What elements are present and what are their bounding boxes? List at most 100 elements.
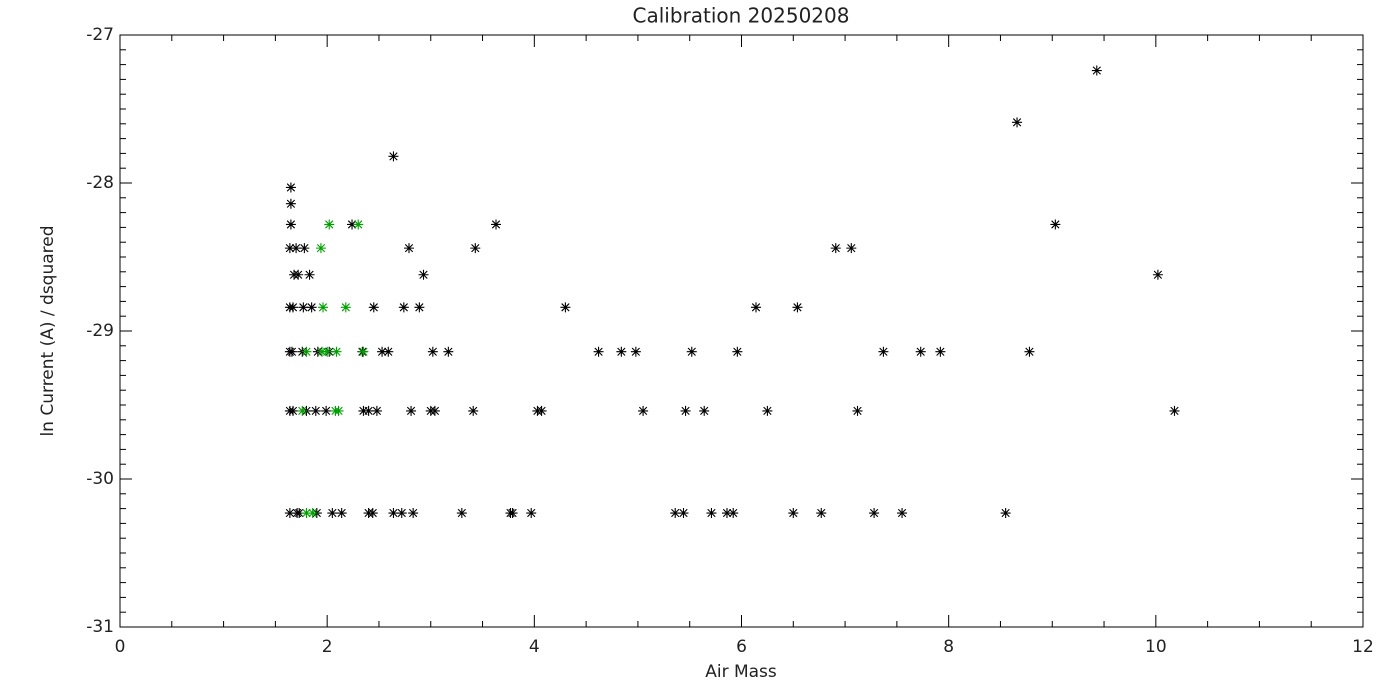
point <box>638 405 649 416</box>
point <box>298 302 309 313</box>
point <box>830 243 841 254</box>
y-tick-label: -29 <box>86 321 114 341</box>
point <box>377 346 388 357</box>
point <box>536 405 547 416</box>
point <box>418 269 429 280</box>
point <box>285 182 296 193</box>
point <box>788 508 799 519</box>
point <box>333 405 344 416</box>
point <box>315 243 326 254</box>
point <box>406 405 417 416</box>
point <box>699 405 710 416</box>
point <box>284 243 295 254</box>
x-tick-label: 10 <box>1145 637 1167 657</box>
point <box>878 346 889 357</box>
point <box>321 405 332 416</box>
x-tick-label: 0 <box>115 637 126 657</box>
point <box>593 346 604 357</box>
point <box>526 508 537 519</box>
point <box>678 508 689 519</box>
point <box>491 219 502 230</box>
point <box>301 508 312 519</box>
point <box>347 219 358 230</box>
point <box>443 346 454 357</box>
point <box>307 508 318 519</box>
point <box>327 508 338 519</box>
point <box>285 219 296 230</box>
point <box>388 151 399 162</box>
point <box>293 269 304 280</box>
point <box>670 508 681 519</box>
point <box>322 346 333 357</box>
point <box>340 302 351 313</box>
y-axis-label: ln Current (A) / dsquared <box>38 225 58 436</box>
point <box>414 302 425 313</box>
point <box>792 302 803 313</box>
point <box>316 346 327 357</box>
point <box>403 243 414 254</box>
point <box>470 243 481 254</box>
point <box>728 508 739 519</box>
point <box>630 346 641 357</box>
point <box>507 508 518 519</box>
y-tick-label: -27 <box>86 25 114 45</box>
point <box>408 508 419 519</box>
point <box>371 405 382 416</box>
point <box>396 508 407 519</box>
point <box>429 405 440 416</box>
point <box>915 346 926 357</box>
point <box>686 346 697 357</box>
point <box>427 346 438 357</box>
point <box>310 405 321 416</box>
chart-title: Calibration 20250208 <box>633 4 850 28</box>
point <box>935 346 946 357</box>
x-tick-label: 2 <box>322 637 333 657</box>
point <box>291 243 302 254</box>
point <box>1091 65 1102 76</box>
point <box>468 405 479 416</box>
point <box>721 508 732 519</box>
x-tick-label: 8 <box>943 637 954 657</box>
point <box>367 508 378 519</box>
plot-frame <box>119 34 1364 628</box>
point <box>285 198 296 209</box>
point <box>358 346 369 357</box>
y-tick-label: -31 <box>86 617 114 637</box>
point <box>301 346 312 357</box>
point <box>363 405 374 416</box>
point <box>1152 269 1163 280</box>
y-tick-label: -28 <box>86 173 114 193</box>
point <box>869 508 880 519</box>
point <box>286 346 297 357</box>
point <box>1012 117 1023 128</box>
point <box>1050 219 1061 230</box>
point <box>732 346 743 357</box>
point <box>388 508 399 519</box>
point <box>353 219 364 230</box>
point <box>1169 405 1180 416</box>
point <box>287 405 298 416</box>
point <box>336 508 347 519</box>
point <box>398 302 409 313</box>
y-tick-label: -30 <box>86 469 114 489</box>
point <box>383 346 394 357</box>
point <box>284 508 295 519</box>
point <box>368 302 379 313</box>
point <box>297 405 308 416</box>
point <box>331 346 342 357</box>
point <box>294 508 305 519</box>
point <box>1024 346 1035 357</box>
point <box>287 302 298 313</box>
point <box>897 508 908 519</box>
point <box>751 302 762 313</box>
point <box>304 269 315 280</box>
point <box>762 405 773 416</box>
point <box>306 302 317 313</box>
x-axis-label: Air Mass <box>705 662 777 682</box>
point <box>299 243 310 254</box>
point <box>680 405 691 416</box>
point <box>318 302 329 313</box>
x-tick-label: 12 <box>1352 637 1374 657</box>
point <box>456 508 467 519</box>
